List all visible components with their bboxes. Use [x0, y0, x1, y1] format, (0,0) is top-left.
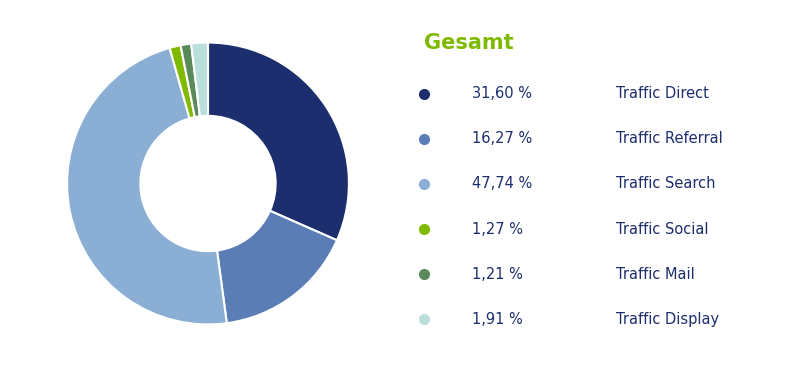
Wedge shape [170, 45, 195, 119]
Text: Traffic Display: Traffic Display [616, 312, 719, 327]
Text: 31,60 %: 31,60 % [472, 86, 532, 101]
Text: Traffic Referral: Traffic Referral [616, 131, 722, 146]
Text: 1,21 %: 1,21 % [472, 267, 523, 281]
Wedge shape [217, 211, 337, 323]
Text: Traffic Search: Traffic Search [616, 177, 715, 191]
Text: Gesamt: Gesamt [424, 33, 514, 53]
Wedge shape [208, 43, 349, 240]
Text: 1,27 %: 1,27 % [472, 222, 523, 236]
Text: 47,74 %: 47,74 % [472, 177, 532, 191]
Text: 1,91 %: 1,91 % [472, 312, 522, 327]
Wedge shape [191, 43, 208, 116]
Text: 16,27 %: 16,27 % [472, 131, 532, 146]
Wedge shape [67, 48, 227, 324]
Text: Traffic Mail: Traffic Mail [616, 267, 694, 281]
Wedge shape [181, 44, 200, 117]
Text: Traffic Social: Traffic Social [616, 222, 709, 236]
Text: Traffic Direct: Traffic Direct [616, 86, 709, 101]
